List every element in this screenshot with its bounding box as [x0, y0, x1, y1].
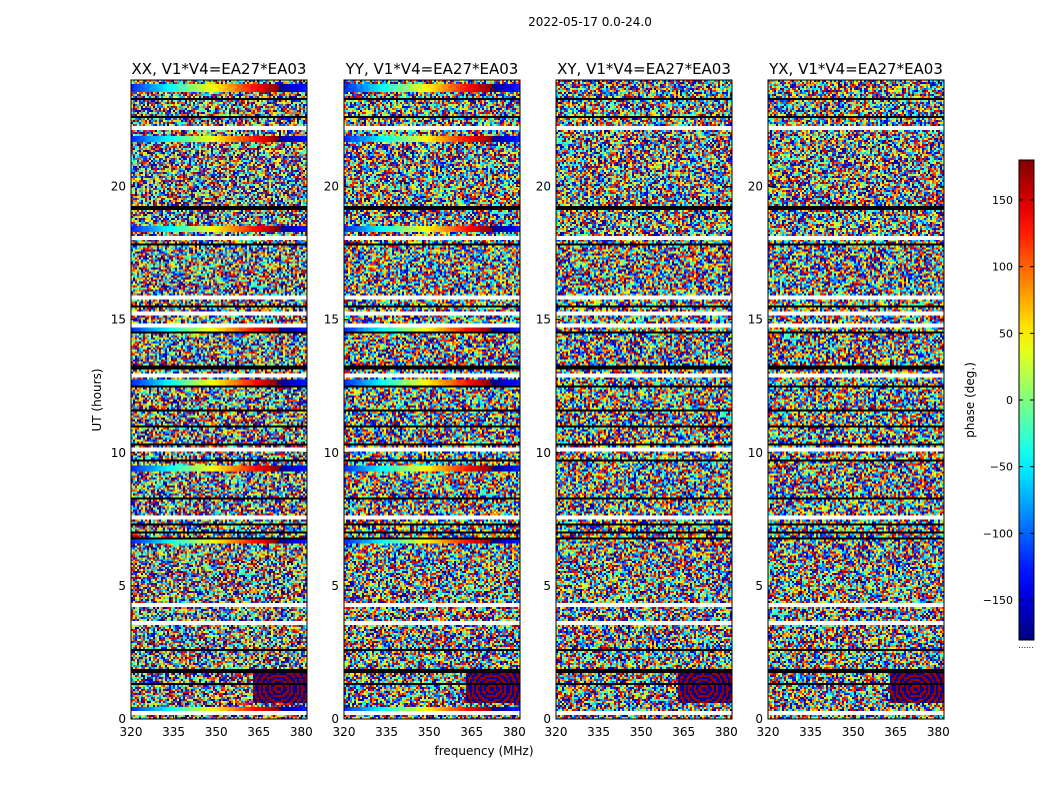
heatmap-image	[556, 80, 732, 719]
x-tick-label: 350	[418, 725, 441, 739]
panel-title: YX, V1*V4=EA27*EA03	[768, 60, 943, 78]
x-tick-label: 320	[757, 725, 780, 739]
panel-frame	[767, 79, 945, 720]
x-tick-label: 335	[587, 725, 610, 739]
x-tick-label: 320	[120, 725, 143, 739]
x-tick-label: 335	[162, 725, 185, 739]
y-tick-label: 5	[543, 579, 551, 593]
x-tick-label: 350	[630, 725, 653, 739]
panel-frame	[555, 79, 733, 720]
x-tick-label: 365	[247, 725, 270, 739]
x-tick-label: 365	[460, 725, 483, 739]
panel-title: XX, V1*V4=EA27*EA03	[132, 60, 307, 78]
panel: XY, V1*V4=EA27*EA03 320 335 350 365 380 0 5 10 15…	[536, 60, 738, 739]
y-tick-label: 15	[111, 313, 126, 327]
y-tick-label: 10	[536, 446, 551, 460]
y-axis-label: UT (hours)	[90, 368, 104, 431]
x-tick-label: 380	[927, 725, 950, 739]
x-tick-label: 350	[205, 725, 228, 739]
colorbar-tick-label: −50	[990, 461, 1013, 474]
colorbar-tick-label: 50	[999, 327, 1013, 340]
y-tick-label: 10	[324, 446, 339, 460]
x-tick-label: 320	[545, 725, 568, 739]
y-tick-label: 0	[755, 712, 763, 726]
figure-title: 2022-05-17 0.0-24.0	[528, 15, 652, 29]
colorbar-label: phase (deg.)	[963, 362, 977, 438]
colorbar-footer: ......	[1018, 641, 1033, 650]
y-tick-label: 20	[748, 180, 763, 194]
y-tick-label: 15	[324, 313, 339, 327]
y-tick-label: 20	[324, 180, 339, 194]
colorbar-tick-label: −100	[983, 527, 1013, 540]
colorbar: 150 100 50 0 −50 −100 −150	[983, 159, 1035, 641]
y-tick-label: 15	[748, 313, 763, 327]
x-tick-label: 335	[799, 725, 822, 739]
panel: XX, V1*V4=EA27*EA03 320 335 350 365 380 0 5 10 15…	[111, 60, 313, 739]
y-tick-label: 0	[331, 712, 339, 726]
colorbar-tick-label: −150	[983, 594, 1013, 607]
x-tick-label: 380	[290, 725, 313, 739]
x-tick-label: 365	[884, 725, 907, 739]
x-tick-label: 335	[375, 725, 398, 739]
heatmap-image	[768, 80, 944, 719]
y-tick-label: 5	[755, 579, 763, 593]
panel: YY, V1*V4=EA27*EA03 320 335 350 365 380 0 5 10 15…	[324, 60, 526, 739]
x-tick-label: 380	[503, 725, 526, 739]
y-tick-label: 10	[748, 446, 763, 460]
panel-title: YY, V1*V4=EA27*EA03	[345, 60, 519, 78]
panel: YX, V1*V4=EA27*EA03 320 335 350 365 380 0 5 10 15…	[748, 60, 950, 739]
heatmap-image	[131, 80, 307, 719]
colorbar-tick-label: 150	[992, 194, 1013, 207]
y-tick-label: 5	[331, 579, 339, 593]
panel-title: XY, V1*V4=EA27*EA03	[557, 60, 731, 78]
x-tick-label: 365	[672, 725, 695, 739]
panel-frame	[130, 79, 308, 720]
colorbar-tick-label: 0	[1006, 394, 1013, 407]
y-tick-label: 20	[111, 180, 126, 194]
y-tick-label: 15	[536, 313, 551, 327]
y-tick-label: 0	[543, 712, 551, 726]
y-tick-label: 10	[111, 446, 126, 460]
panels-group: XX, V1*V4=EA27*EA03 320 335 350 365 380 0 5 10 15…	[111, 60, 950, 739]
x-tick-label: 350	[842, 725, 865, 739]
x-tick-label: 320	[333, 725, 356, 739]
y-tick-label: 20	[536, 180, 551, 194]
panel-frame	[343, 79, 521, 720]
x-tick-label: 380	[715, 725, 738, 739]
y-tick-label: 5	[118, 579, 126, 593]
colorbar-tick-label: 100	[992, 261, 1013, 274]
x-axis-label: frequency (MHz)	[434, 744, 533, 758]
heatmap-image	[344, 80, 520, 719]
y-tick-label: 0	[118, 712, 126, 726]
